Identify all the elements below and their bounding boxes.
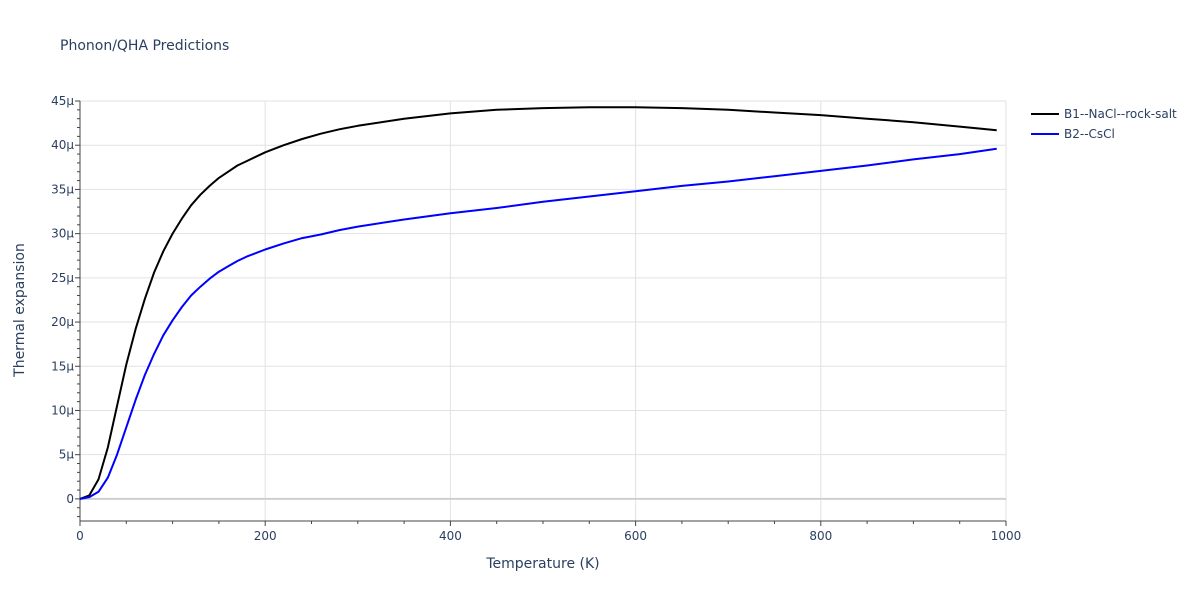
- series-lines: [79, 106, 997, 500]
- legend-label-2: B2--CsCl: [1064, 127, 1115, 141]
- y-tick-label: 45μ: [51, 94, 74, 108]
- x-tick-label: 1000: [991, 529, 1022, 543]
- grid: [80, 100, 1007, 521]
- x-axis-title: Temperature (K): [485, 556, 599, 572]
- y-tick-label: 20μ: [51, 315, 74, 329]
- y-tick-label: 25μ: [51, 271, 74, 285]
- y-axis-title: Thermal expansion: [12, 243, 28, 378]
- x-tick-label: 0: [76, 529, 84, 543]
- x-tick-label: 400: [439, 529, 462, 543]
- legend-label-1: B1--NaCl--rock-salt: [1064, 107, 1177, 121]
- ticks: 0 200 400 600 800 1000 0 5μ 10μ 15μ 20μ 25μ 30μ 35μ 40…: [51, 94, 1021, 543]
- y-tick-label: 15μ: [51, 359, 74, 373]
- legend: B1--NaCl--rock-salt B2--CsCl: [1031, 107, 1177, 141]
- y-tick-label: 35μ: [51, 182, 74, 196]
- y-tick-label: 30μ: [51, 227, 74, 241]
- y-tick-label: 5μ: [59, 448, 75, 462]
- series-line-2: [79, 147, 997, 500]
- x-tick-label: 600: [624, 529, 647, 543]
- x-tick-label: 800: [809, 529, 832, 543]
- y-tick-label: 40μ: [51, 138, 74, 152]
- y-tick-label: 0: [66, 492, 74, 506]
- series-line-1: [79, 106, 997, 500]
- chart-title: Phonon/QHA Predictions: [60, 38, 229, 54]
- x-tick-label: 200: [254, 529, 277, 543]
- y-tick-label: 10μ: [51, 403, 74, 417]
